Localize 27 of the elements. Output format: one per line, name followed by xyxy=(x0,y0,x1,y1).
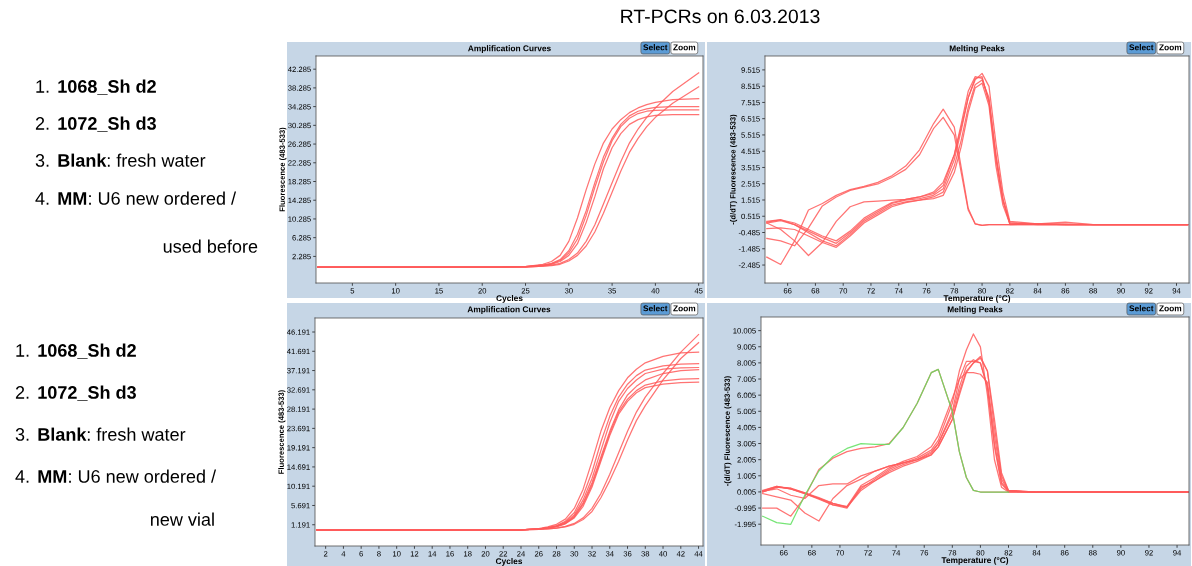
x-axis-title: Temperature (°C) xyxy=(941,556,1009,565)
text: Zoom xyxy=(1159,305,1182,312)
x-axis-title: Cycles xyxy=(496,294,523,303)
text: 4. MM: U6 new ordered / xyxy=(15,469,217,483)
chart-title: Melting Peaks xyxy=(947,306,1003,314)
text: Zoom xyxy=(1159,44,1182,51)
text: RT-PCRs on 6.03.2013 xyxy=(621,9,820,24)
text: 3. Blank: fresh water xyxy=(15,427,186,441)
text: Zoom xyxy=(673,44,696,51)
text: 2. 1072_Sh d3 xyxy=(15,385,136,401)
x-axis-title: Cycles xyxy=(495,557,523,566)
text: Select xyxy=(1129,305,1154,312)
text: Zoom xyxy=(673,305,696,312)
text: Select xyxy=(643,44,668,51)
text: 4. MM: U6 new ordered / xyxy=(35,191,237,205)
text: 1. 1068_Sh d2 xyxy=(16,343,136,359)
text: 2. 1072_Sh d3 xyxy=(35,116,156,132)
x-axis-title: Temperature (°C) xyxy=(943,294,1011,303)
text: Select xyxy=(1129,44,1154,51)
chart-title: Amplification Curves xyxy=(467,306,551,314)
chart-title: Melting Peaks xyxy=(949,45,1005,53)
text: 3. Blank: fresh water xyxy=(35,153,206,167)
text: new vial xyxy=(150,512,214,526)
text: 1. 1068_Sh d2 xyxy=(36,79,156,95)
text: Select xyxy=(643,305,668,312)
chart-title: Amplification Curves xyxy=(468,45,551,53)
text: used before xyxy=(163,239,258,253)
